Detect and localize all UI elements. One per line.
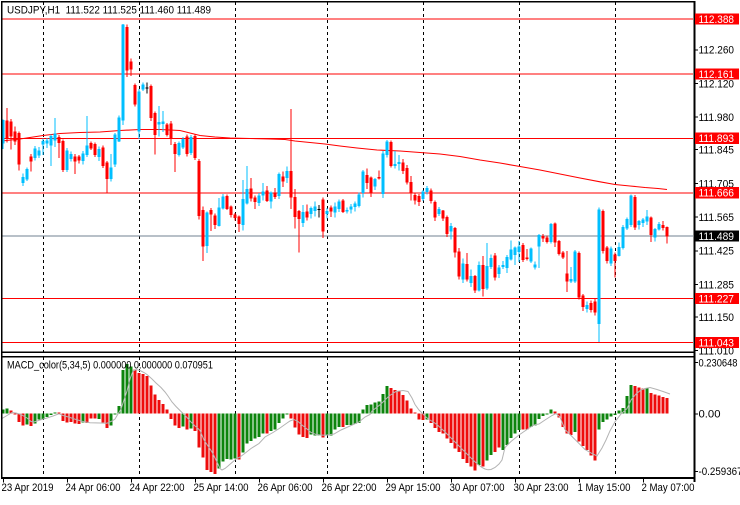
- svg-text:24 Apr 06:00: 24 Apr 06:00: [66, 482, 121, 494]
- svg-text:0.00: 0.00: [699, 409, 721, 421]
- svg-text:112.388: 112.388: [699, 14, 735, 26]
- svg-text:25 Apr 14:00: 25 Apr 14:00: [194, 482, 249, 494]
- svg-text:-0.259367: -0.259367: [699, 466, 740, 478]
- svg-text:30 Apr 07:00: 30 Apr 07:00: [450, 482, 505, 494]
- svg-text:112.260: 112.260: [699, 45, 735, 57]
- svg-text:111.489: 111.489: [699, 231, 735, 243]
- svg-text:26 Apr 06:00: 26 Apr 06:00: [258, 482, 313, 494]
- svg-text:111.285: 111.285: [699, 279, 735, 291]
- svg-text:29 Apr 15:00: 29 Apr 15:00: [386, 482, 441, 494]
- svg-text:111.227: 111.227: [699, 293, 735, 305]
- svg-text:23 Apr 2019: 23 Apr 2019: [2, 482, 54, 494]
- svg-text:30 Apr 23:00: 30 Apr 23:00: [514, 482, 569, 494]
- svg-text:111.425: 111.425: [699, 246, 735, 258]
- svg-text:111.845: 111.845: [699, 145, 735, 157]
- svg-text:1 May 15:00: 1 May 15:00: [578, 482, 631, 494]
- svg-text:24 Apr 22:00: 24 Apr 22:00: [130, 482, 185, 494]
- svg-text:112.161: 112.161: [699, 69, 735, 81]
- svg-text:111.150: 111.150: [699, 312, 735, 324]
- svg-text:111.893: 111.893: [699, 133, 735, 145]
- svg-text:111.980: 111.980: [699, 112, 735, 124]
- svg-text:2 May 07:00: 2 May 07:00: [642, 482, 695, 494]
- svg-text:0.230648: 0.230648: [699, 357, 738, 369]
- svg-text:111.043: 111.043: [699, 337, 735, 349]
- svg-text:26 Apr 22:00: 26 Apr 22:00: [322, 482, 377, 494]
- svg-text:USDJPY,H1 111.522 111.525 111: USDJPY,H1 111.522 111.525 111.460 111.48…: [7, 5, 211, 17]
- svg-text:111.666: 111.666: [699, 188, 735, 200]
- svg-text:111.565: 111.565: [699, 212, 735, 224]
- svg-text:MACD_color(5,34,5) 0.000000 0.: MACD_color(5,34,5) 0.000000 0.000000 0.0…: [7, 360, 213, 372]
